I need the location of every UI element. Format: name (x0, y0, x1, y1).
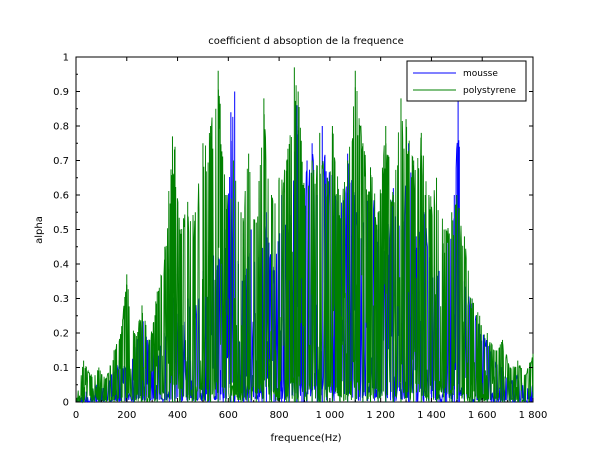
legend: mousse polystyrene (406, 60, 527, 102)
y-tick-label: 0.3 (53, 294, 69, 305)
legend-box (406, 60, 527, 102)
y-tick-label: 0.6 (53, 191, 69, 202)
axis-layer: 0 200 400 600 800 1 000 1 200 1 400 1 600 1 800 0 0… (53, 53, 547, 422)
x-tick-label: 1 400 (417, 410, 446, 421)
x-tick-label: 1 200 (366, 410, 395, 421)
y-axis-label: alpha (34, 216, 45, 244)
x-tick-label: 400 (168, 410, 187, 421)
x-tick-label: 1 000 (316, 410, 345, 421)
y-tick-label: 0.1 (53, 363, 69, 374)
y-tick-label: 0.4 (53, 260, 69, 271)
x-tick-label: 0 (73, 410, 79, 421)
x-tick-label: 1 600 (468, 410, 497, 421)
y-tick-label: 0.9 (53, 87, 69, 98)
y-tick-label: 1 (63, 53, 69, 64)
x-tick-label: 800 (270, 410, 289, 421)
series-layer (75, 67, 534, 404)
x-tick-label: 1 800 (519, 410, 548, 421)
x-axis-label: frequence(Hz) (271, 433, 342, 444)
x-tick-label: 200 (117, 410, 136, 421)
y-tick-label: 0 (63, 398, 69, 409)
legend-label-mousse: mousse (463, 69, 498, 79)
y-tick-label: 0.2 (53, 329, 69, 340)
y-tick-label: 0.8 (53, 122, 69, 133)
y-tick-label: 0.7 (53, 156, 69, 167)
chart-title: coefficient d absoption de la frequence (208, 36, 403, 47)
y-tick-label: 0.5 (53, 225, 69, 236)
legend-label-polystyrene: polystyrene (463, 86, 516, 96)
x-tick-label: 600 (219, 410, 238, 421)
